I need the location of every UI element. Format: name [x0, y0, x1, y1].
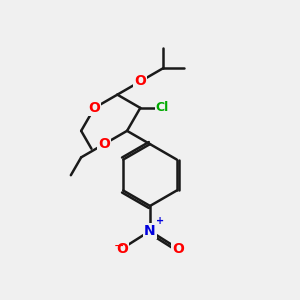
Text: O: O: [88, 101, 100, 115]
Text: −: −: [114, 240, 124, 253]
Text: O: O: [172, 242, 184, 256]
Text: O: O: [134, 74, 146, 88]
Text: O: O: [98, 137, 110, 151]
Text: O: O: [116, 242, 128, 256]
Text: +: +: [157, 217, 165, 226]
Text: N: N: [144, 224, 156, 238]
Text: Cl: Cl: [156, 101, 169, 114]
